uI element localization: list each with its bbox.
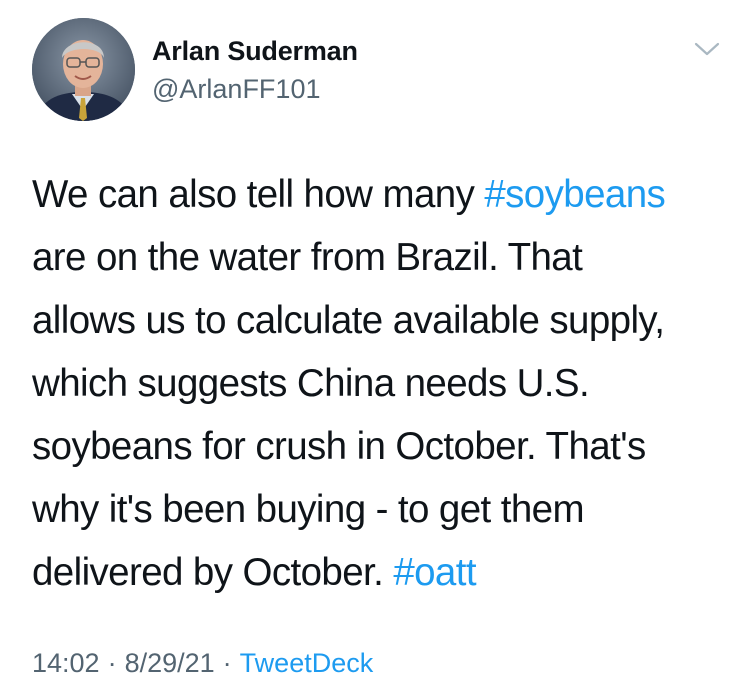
tweet-line-text: soybeans for crush in October. That's — [32, 425, 646, 468]
author-display-name[interactable]: Arlan Suderman — [152, 36, 358, 66]
tweet-line-text: We can also tell how many — [32, 173, 485, 216]
hashtag-link[interactable]: #oatt — [393, 551, 476, 594]
tweet-line-text: which suggests China needs U.S. — [32, 362, 590, 405]
tweet-line: are on the water from Brazil. That — [32, 226, 732, 289]
tweet-line-text: delivered by October. — [32, 551, 394, 594]
tweet-menu-button[interactable] — [692, 38, 722, 60]
author-avatar[interactable] — [32, 18, 135, 121]
tweet-text: We can also tell how many #soybeans are … — [32, 163, 732, 604]
tweet-source-link[interactable]: TweetDeck — [239, 648, 374, 678]
author-handle[interactable]: @ArlanFF101 — [152, 74, 321, 104]
hashtag-link[interactable]: #soybeans — [484, 173, 666, 216]
tweet-time[interactable]: 14:02 — [32, 648, 100, 678]
tweet-line-text: why it's been buying - to get them — [32, 488, 585, 531]
tweet-line: which suggests China needs U.S. — [32, 352, 732, 415]
tweet-line: We can also tell how many #soybeans — [32, 163, 732, 226]
avatar-portrait-icon — [32, 18, 135, 121]
meta-separator: · — [222, 648, 232, 678]
tweet-line: soybeans for crush in October. That's — [32, 415, 732, 478]
meta-separator: · — [107, 648, 117, 678]
tweet-line: allows us to calculate available supply, — [32, 289, 732, 352]
chevron-down-icon — [694, 42, 720, 56]
tweet-metadata: 14:02 · 8/29/21 · TweetDeck — [32, 646, 373, 680]
tweet-date[interactable]: 8/29/21 — [124, 648, 215, 678]
author-info: Arlan Suderman @ArlanFF101 — [152, 34, 358, 106]
tweet-line-text: allows us to calculate available supply, — [32, 299, 665, 342]
tweet-line-text: are on the water from Brazil. That — [32, 236, 583, 279]
tweet-line: why it's been buying - to get them — [32, 478, 732, 541]
tweet-line: delivered by October. #oatt — [32, 541, 732, 604]
